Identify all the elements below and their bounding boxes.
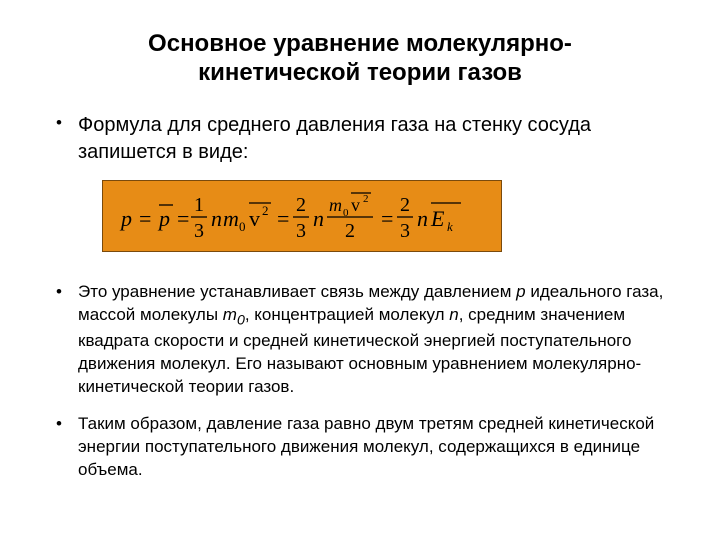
svg-text:E: E	[430, 206, 445, 231]
formula-svg: p = p = 1 3 n m 0 v 2 =	[117, 189, 487, 245]
bullet-list-2: Это уравнение устанавливает связь между …	[50, 281, 670, 482]
b2-pre: Это уравнение устанавливает связь между …	[78, 282, 516, 301]
svg-text:n: n	[211, 206, 222, 231]
b2-m0: m	[223, 305, 237, 324]
svg-text:2: 2	[262, 203, 269, 218]
svg-text:=: =	[177, 206, 189, 231]
bullet-item-2: Это уравнение устанавливает связь между …	[50, 281, 670, 399]
bullet-3-text: Таким образом, давление газа равно двум …	[78, 414, 654, 479]
svg-text:=: =	[277, 206, 289, 231]
bullet-list: Формула для среднего давления газа на ст…	[50, 112, 670, 166]
slide: Основное уравнение молекулярно- кинетиче…	[0, 0, 720, 540]
svg-text:p: p	[157, 206, 170, 231]
svg-text:1: 1	[194, 194, 204, 216]
svg-text:=: =	[139, 206, 151, 231]
svg-text:v: v	[351, 195, 360, 215]
bullet-1-text: Формула для среднего давления газа на ст…	[78, 114, 591, 163]
svg-text:2: 2	[296, 194, 306, 216]
svg-text:n: n	[417, 206, 428, 231]
svg-text:m: m	[223, 206, 239, 231]
svg-text:3: 3	[296, 220, 306, 242]
svg-text:2: 2	[345, 220, 355, 242]
title-line-1: Основное уравнение молекулярно-	[148, 30, 572, 57]
b2-n: n	[449, 305, 458, 324]
svg-text:m: m	[329, 195, 342, 215]
svg-text:3: 3	[400, 220, 410, 242]
svg-text:=: =	[381, 206, 393, 231]
bullet-item-1: Формула для среднего давления газа на ст…	[50, 112, 670, 166]
bullet-item-3: Таким образом, давление газа равно двум …	[50, 413, 670, 482]
b2-p: p	[516, 282, 525, 301]
svg-text:p: p	[119, 206, 132, 231]
svg-text:2: 2	[363, 193, 369, 205]
b2-mid2: , концентрацией молекул	[245, 305, 449, 324]
svg-text:0: 0	[239, 219, 246, 234]
svg-text:v: v	[249, 206, 260, 231]
slide-title: Основное уравнение молекулярно- кинетиче…	[50, 30, 670, 88]
svg-text:2: 2	[400, 194, 410, 216]
title-line-2: кинетической теории газов	[198, 59, 522, 86]
svg-text:n: n	[313, 206, 324, 231]
svg-text:3: 3	[194, 220, 204, 242]
b2-m0-sub: 0	[237, 312, 245, 328]
formula-box: p = p = 1 3 n m 0 v 2 =	[102, 180, 502, 252]
formula-container: p = p = 1 3 n m 0 v 2 =	[102, 180, 670, 257]
svg-text:k: k	[447, 219, 453, 234]
